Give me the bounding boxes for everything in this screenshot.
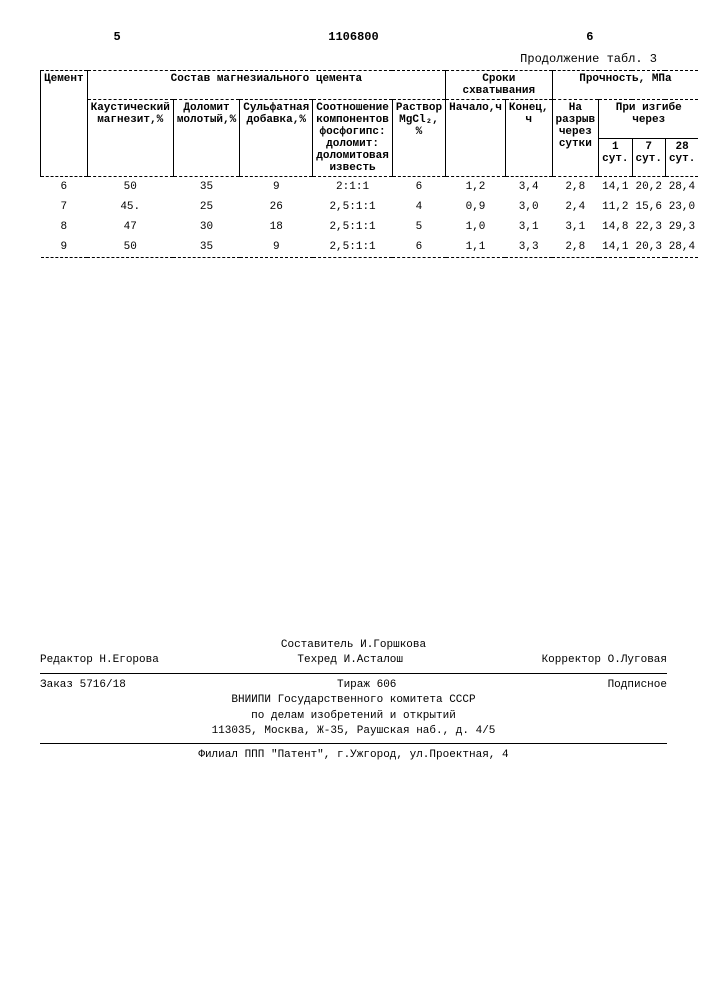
techred: Техред И.Асталош [297,653,403,668]
org1: ВНИИПИ Государственного комитета СССР [40,693,667,708]
cell: 28,4 [665,177,698,198]
cell: 20,3 [632,237,665,258]
cell: 6 [41,177,88,198]
cell: 22,3 [632,217,665,237]
colgroup-strength: Прочность, МПа [552,71,698,100]
cell: 47 [87,217,173,237]
corrector: Корректор О.Луговая [542,653,667,668]
cell: 35 [173,177,239,198]
table-row: 6503592:1:161,23,42,814,120,228,4 [41,177,699,198]
footer: Составитель И.Горшкова Редактор Н.Егоров… [40,638,667,764]
filial: Филиал ППП "Патент", г.Ужгород, ул.Проек… [40,748,667,763]
podpis: Подписное [608,678,667,693]
cell: 6 [392,177,445,198]
cell: 26 [240,197,313,217]
page-header: 5 1106800 6 [114,30,594,44]
cell: 4 [392,197,445,217]
cell: 25 [173,197,239,217]
col-dolomite: Доломит молотый,% [173,100,239,177]
col-cement: Цемент [41,71,88,177]
cell: 3,0 [505,197,552,217]
cell: 3,3 [505,237,552,258]
cell: 6 [392,237,445,258]
cell: 45. [87,197,173,217]
cell: 35 [173,237,239,258]
table-row: 84730182,5:1:151,03,13,114,822,329,3 [41,217,699,237]
cell: 23,0 [665,197,698,217]
cell: 30 [173,217,239,237]
col-d28: 28 сут. [665,138,698,177]
editor: Редактор Н.Егорова [40,653,159,668]
col-mgcl2: Раствор MgCl₂, % [392,100,445,177]
col-end: Конец, ч [505,100,552,177]
cell: 14,1 [599,177,632,198]
cell: 29,3 [665,217,698,237]
cell: 2:1:1 [313,177,393,198]
cell: 14,1 [599,237,632,258]
cell: 2,8 [552,237,599,258]
col-ratio: Соотношение компонентов фосфогипс: долом… [313,100,393,177]
cell: 8 [41,217,88,237]
cell: 2,5:1:1 [313,197,393,217]
cell: 3,4 [505,177,552,198]
addr: 113035, Москва, Ж-35, Раушская наб., д. … [40,724,667,739]
compiler: Составитель И.Горшкова [40,638,667,653]
col-rupture: На разрыв через сутки [552,100,599,177]
cell: 18 [240,217,313,237]
cell: 7 [41,197,88,217]
cell: 50 [87,177,173,198]
order: Заказ 5716/18 [40,678,126,693]
col-sulfate: Сульфатная добавка,% [240,100,313,177]
cell: 3,1 [552,217,599,237]
page-right: 6 [586,30,593,44]
page-left: 5 [114,30,121,44]
tirazh: Тираж 606 [337,678,396,693]
cell: 9 [240,177,313,198]
cell: 1,0 [446,217,506,237]
cell: 50 [87,237,173,258]
col-start: Начало,ч [446,100,506,177]
org2: по делам изобретений и открытий [40,709,667,724]
patent-number: 1106800 [328,30,378,44]
cell: 9 [240,237,313,258]
cell: 1,2 [446,177,506,198]
cell: 28,4 [665,237,698,258]
cement-table: Цемент Состав магнезиального цемента Сро… [40,70,698,258]
colgroup-composition: Состав магнезиального цемента [87,71,445,100]
table-row: 9503592,5:1:161,13,32,814,120,328,4 [41,237,699,258]
divider [40,673,667,674]
col-d1: 1 сут. [599,138,632,177]
divider [40,743,667,744]
col-caustic: Каустический магнезит,% [87,100,173,177]
continuation-label: Продолжение табл. 3 [40,52,667,66]
col-d7: 7 сут. [632,138,665,177]
cell: 5 [392,217,445,237]
cell: 20,2 [632,177,665,198]
table-body: 6503592:1:161,23,42,814,120,228,4745.252… [41,177,699,258]
cell: 15,6 [632,197,665,217]
cell: 14,8 [599,217,632,237]
cell: 2,4 [552,197,599,217]
cell: 11,2 [599,197,632,217]
cell: 0,9 [446,197,506,217]
table-row: 745.25262,5:1:140,93,02,411,215,623,0 [41,197,699,217]
cell: 2,5:1:1 [313,217,393,237]
cell: 2,5:1:1 [313,237,393,258]
col-bending: При изгибе через [599,100,699,139]
cell: 3,1 [505,217,552,237]
cell: 1,1 [446,237,506,258]
cell: 2,8 [552,177,599,198]
colgroup-setting: Сроки схватывания [446,71,552,100]
cell: 9 [41,237,88,258]
